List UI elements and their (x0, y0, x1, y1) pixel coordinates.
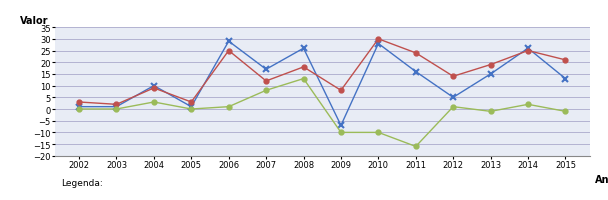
Text: Valor: Valor (20, 15, 49, 25)
Text: Legenda:: Legenda: (61, 179, 103, 187)
Text: Anos: Anos (595, 174, 608, 184)
